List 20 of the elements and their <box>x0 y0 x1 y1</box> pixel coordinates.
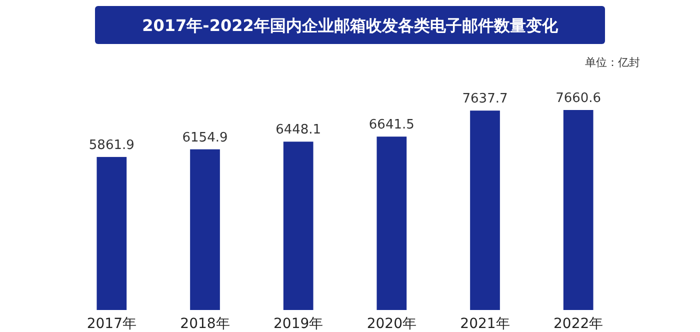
x-tick-label: 2019年 <box>274 316 324 332</box>
data-label: 6448.1 <box>276 122 322 138</box>
chart-title: 2017年-2022年国内企业邮箱收发各类电子邮件数量变化 <box>142 16 559 35</box>
data-label: 6641.5 <box>368 118 414 133</box>
bar <box>376 136 407 310</box>
bar <box>563 110 594 310</box>
x-tick-label: 2017年 <box>86 316 136 332</box>
bar <box>470 110 500 310</box>
bar <box>190 149 220 310</box>
x-tick-label: 2018年 <box>180 316 230 332</box>
data-label: 7660.6 <box>556 91 602 106</box>
x-tick-label: 2020年 <box>366 316 416 332</box>
data-label: 6154.9 <box>182 130 228 146</box>
data-label: 5861.9 <box>88 138 134 153</box>
text: 单位：亿封 <box>585 56 640 69</box>
x-tick-label: 2022年 <box>554 316 604 332</box>
bar <box>96 156 127 310</box>
data-label: 7637.7 <box>462 92 508 107</box>
x-tick-label: 2021年 <box>460 316 510 332</box>
bar <box>283 142 314 310</box>
